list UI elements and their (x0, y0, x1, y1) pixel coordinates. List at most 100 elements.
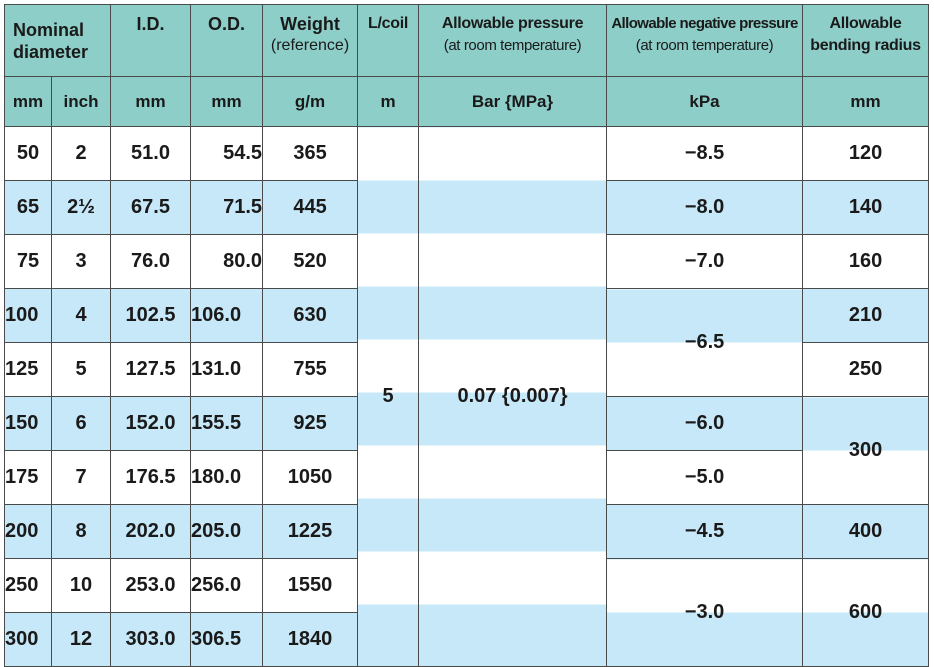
cell-weight: 445 (262, 180, 359, 235)
od-header: O.D. (190, 4, 264, 77)
cell-id: 76.0 (110, 234, 192, 289)
cell-nd-mm: 100 (4, 288, 52, 343)
id-header: I.D. (110, 4, 192, 77)
allowable-pressure-label: Allowable pressure (441, 15, 584, 32)
cell-od: 155.5 (190, 396, 264, 451)
cell-nd-mm: 150 (4, 396, 52, 451)
cell-nd-mm: 175 (4, 450, 52, 505)
table-row: 125 5 127.5 131.0 755 250 (4, 342, 930, 397)
nominal-diameter-header: Nominal diameter (3, 4, 112, 77)
cell-od: 205.0 (190, 504, 264, 559)
unit-bending: mm (802, 76, 930, 127)
cell-weight: 1840 (262, 612, 359, 667)
unit-nd-mm: mm (4, 76, 52, 127)
cell-nd-mm: 200 (4, 504, 52, 559)
cell-bending: 250 (802, 342, 930, 397)
weight-sub-label: (reference) (270, 37, 350, 54)
bending-radius-label: Allowable bending radius (810, 15, 921, 54)
length-header: L/coil (357, 4, 420, 77)
cell-id: 127.5 (110, 342, 192, 397)
length-label: L/coil (368, 15, 408, 32)
table-row: 50 2 51.0 54.5 365 5 0.07 {0.007} −8.5 1… (4, 126, 930, 667)
cell-nd-inch: 2 (50, 126, 112, 181)
cell-negative: −3.0 (606, 558, 804, 667)
weight-header: Weight (reference) (262, 4, 359, 77)
cell-bending: 120 (802, 126, 930, 181)
allowable-pressure-sub-label: (at room temperature) (443, 37, 582, 54)
cell-weight: 755 (262, 342, 359, 397)
cell-nd-inch: 3 (50, 234, 112, 289)
cell-nd-inch: 7 (50, 450, 112, 505)
table-header: Nominal diameter I.D. O.D. Weight (refer… (3, 4, 930, 127)
cell-weight: 365 (262, 126, 359, 181)
cell-bending: 600 (802, 558, 930, 667)
od-label: O.D. (208, 14, 246, 34)
cell-id: 176.5 (110, 450, 192, 505)
cell-negative: −6.5 (606, 288, 804, 397)
weight-label: Weight (280, 14, 340, 34)
cell-nd-inch: 5 (50, 342, 112, 397)
hose-spec-table: Nominal diameter I.D. O.D. Weight (refer… (3, 4, 930, 667)
cell-bending: 400 (802, 504, 930, 559)
cell-bending: 140 (802, 180, 930, 235)
cell-pressure-merged: 0.07 {0.007} (418, 126, 608, 667)
cell-bending: 160 (802, 234, 930, 289)
unit-pressure: Bar {MPa} (418, 76, 608, 127)
cell-id: 67.5 (110, 180, 192, 235)
table-body: 50 2 51.0 54.5 365 5 0.07 {0.007} −8.5 1… (4, 126, 930, 667)
cell-nd-inch: 10 (50, 558, 112, 613)
cell-od: 71.5 (190, 180, 264, 235)
cell-id: 202.0 (110, 504, 192, 559)
cell-nd-mm: 65 (4, 180, 52, 235)
cell-negative: −4.5 (606, 504, 804, 559)
table-row: 150 6 152.0 155.5 925 −6.0 300 (4, 396, 930, 505)
cell-nd-mm: 75 (4, 234, 52, 289)
cell-od: 180.0 (190, 450, 264, 505)
cell-weight: 520 (262, 234, 359, 289)
cell-weight: 1050 (262, 450, 359, 505)
allowable-pressure-header: Allowable pressure (at room temperature) (418, 4, 608, 77)
cell-od: 106.0 (190, 288, 264, 343)
cell-nd-inch: 8 (50, 504, 112, 559)
unit-id: mm (110, 76, 192, 127)
unit-negative: kPa (606, 76, 804, 127)
cell-id: 253.0 (110, 558, 192, 613)
cell-od: 306.5 (190, 612, 264, 667)
cell-nd-inch: 2½ (50, 180, 112, 235)
cell-length-merged: 5 (357, 126, 420, 667)
cell-nd-mm: 50 (4, 126, 52, 181)
table-row: 175 7 176.5 180.0 1050 −5.0 (4, 450, 929, 505)
cell-nd-inch: 12 (50, 612, 112, 667)
table-row: 65 2½ 67.5 71.5 445 −8.0 140 (4, 180, 930, 235)
unit-length: m (357, 76, 420, 127)
id-label: I.D. (136, 14, 165, 34)
cell-id: 102.5 (110, 288, 192, 343)
negative-pressure-label: Allowable negative pressure (611, 15, 798, 32)
cell-nd-mm: 300 (4, 612, 52, 667)
cell-id: 51.0 (110, 126, 192, 181)
cell-nd-mm: 250 (4, 558, 52, 613)
cell-negative: −7.0 (606, 234, 804, 289)
cell-bending: 300 (802, 396, 930, 505)
cell-od: 131.0 (190, 342, 264, 397)
cell-negative: −6.0 (606, 396, 804, 451)
unit-nd-inch: inch (50, 76, 112, 127)
table-row: 300 12 303.0 306.5 1840 (4, 612, 929, 667)
negative-pressure-header: Allowable negative pressure (at room tem… (606, 4, 804, 77)
table-row: 200 8 202.0 205.0 1225 −4.5 400 (4, 504, 930, 559)
bending-radius-header: Allowable bending radius (802, 4, 930, 77)
cell-nd-mm: 125 (4, 342, 52, 397)
cell-nd-inch: 4 (50, 288, 112, 343)
cell-negative: −8.5 (606, 126, 804, 181)
cell-bending: 210 (802, 288, 930, 343)
cell-id: 152.0 (110, 396, 192, 451)
unit-weight: g/m (262, 76, 359, 127)
cell-id: 303.0 (110, 612, 192, 667)
table-row: 100 4 102.5 106.0 630 −6.5 210 (4, 288, 930, 397)
cell-negative: −8.0 (606, 180, 804, 235)
cell-od: 54.5 (190, 126, 264, 181)
table-row: 250 10 253.0 256.0 1550 −3.0 600 (4, 558, 930, 667)
negative-pressure-sub-label: (at room temperature) (635, 37, 774, 54)
nominal-diameter-label: Nominal diameter (13, 19, 89, 62)
cell-weight: 630 (262, 288, 359, 343)
